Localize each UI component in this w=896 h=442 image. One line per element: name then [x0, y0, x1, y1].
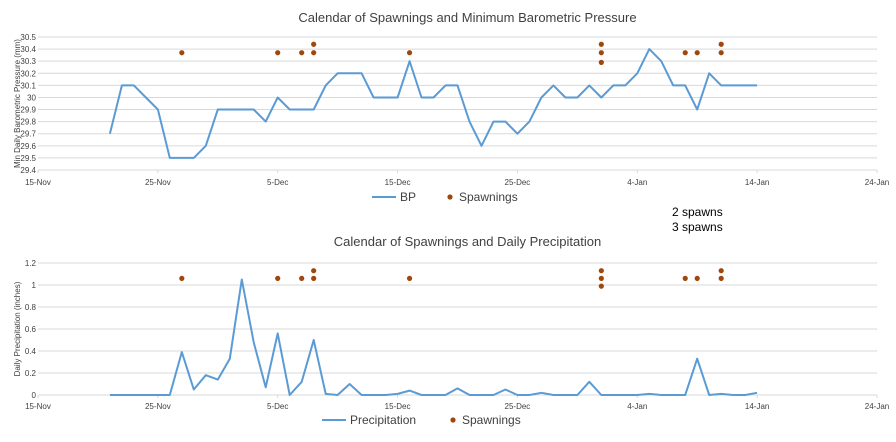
spawning-point	[718, 268, 724, 274]
legend-dot-marker	[447, 194, 453, 200]
y-tick-label: 29.7	[20, 130, 36, 139]
x-tick-label: 25-Dec	[505, 402, 531, 411]
x-tick-label: 25-Nov	[145, 402, 171, 411]
y-axis-title: Min Daily Barometric Pressure (mm)	[13, 39, 22, 168]
legend-label: BP	[400, 190, 416, 204]
y-tick-label: 0	[32, 391, 37, 400]
spawning-point	[406, 275, 413, 281]
annotation-2-spawns: 2 spawns	[672, 205, 723, 219]
spawning-point	[598, 268, 604, 274]
x-tick-label: 15-Dec	[385, 178, 411, 187]
series-line-precipitation	[109, 278, 758, 396]
x-tick-label: 24-Jan	[865, 402, 889, 411]
spawning-point	[718, 50, 724, 56]
chart-title: Calendar of Spawnings and Daily Precipit…	[334, 234, 601, 249]
x-tick-label: 24-Jan	[865, 178, 889, 187]
x-tick-label: 4-Jan	[627, 178, 647, 187]
chart-1: Calendar of Spawnings and Minimum Barome…	[13, 10, 889, 204]
legend-label: Precipitation	[350, 413, 416, 427]
y-tick-label: 0.2	[25, 369, 37, 378]
spawning-point	[682, 275, 688, 281]
spawning-point	[406, 50, 413, 56]
spawning-point	[694, 50, 700, 56]
x-tick-label: 14-Jan	[745, 402, 769, 411]
spawning-point	[299, 275, 305, 281]
spawning-point	[179, 50, 185, 56]
y-tick-label: 29.5	[20, 154, 36, 163]
y-tick-label: 29.9	[20, 106, 36, 115]
y-tick-label: 30.2	[20, 69, 36, 78]
spawning-point	[311, 41, 317, 47]
spawning-point	[311, 268, 317, 274]
x-tick-label: 4-Jan	[627, 402, 647, 411]
spawning-point	[694, 275, 700, 281]
chart-2: Calendar of Spawnings and Daily Precipit…	[13, 234, 889, 427]
y-tick-label: 30.3	[20, 57, 36, 66]
x-tick-label: 5-Dec	[267, 402, 288, 411]
legend-label: Spawnings	[462, 413, 521, 427]
spawning-point	[598, 283, 604, 289]
y-tick-label: 1.2	[25, 259, 37, 268]
spawning-point	[682, 50, 688, 56]
spawning-point	[718, 275, 724, 281]
x-tick-label: 25-Nov	[145, 178, 171, 187]
x-tick-label: 15-Dec	[385, 402, 411, 411]
y-tick-label: 29.4	[20, 166, 36, 175]
x-tick-label: 15-Nov	[25, 178, 51, 187]
y-axis-title: Daily Precipitation (inches)	[13, 281, 22, 376]
spawning-point	[598, 50, 604, 56]
y-tick-label: 29.8	[20, 118, 36, 127]
x-tick-label: 14-Jan	[745, 178, 769, 187]
y-tick-label: 1	[32, 281, 37, 290]
legend-dot-marker	[450, 417, 456, 423]
annotation-3-spawns: 3 spawns	[672, 220, 723, 234]
legend-label: Spawnings	[459, 190, 518, 204]
spawning-point	[299, 50, 305, 56]
spawning-point	[311, 275, 317, 281]
y-tick-label: 0.8	[25, 303, 37, 312]
series-line-bp	[108, 48, 758, 159]
spawning-point	[598, 275, 604, 281]
y-tick-label: 29.6	[20, 142, 36, 151]
y-tick-label: 30	[27, 93, 36, 102]
spawning-point	[598, 41, 604, 47]
chart-title: Calendar of Spawnings and Minimum Barome…	[298, 10, 636, 25]
y-tick-label: 0.6	[25, 325, 37, 334]
spawning-point	[718, 41, 724, 47]
y-tick-label: 30.5	[20, 33, 36, 42]
x-tick-label: 15-Nov	[25, 402, 51, 411]
x-tick-label: 5-Dec	[267, 178, 288, 187]
y-tick-label: 30.1	[20, 81, 36, 90]
y-tick-label: 0.4	[25, 347, 37, 356]
y-tick-label: 30.4	[20, 45, 36, 54]
spawning-point	[598, 59, 604, 65]
spawning-point	[179, 275, 185, 281]
x-tick-label: 25-Dec	[505, 178, 531, 187]
spawning-point	[311, 50, 317, 56]
spawning-point	[275, 275, 281, 281]
spawning-point	[275, 50, 281, 56]
